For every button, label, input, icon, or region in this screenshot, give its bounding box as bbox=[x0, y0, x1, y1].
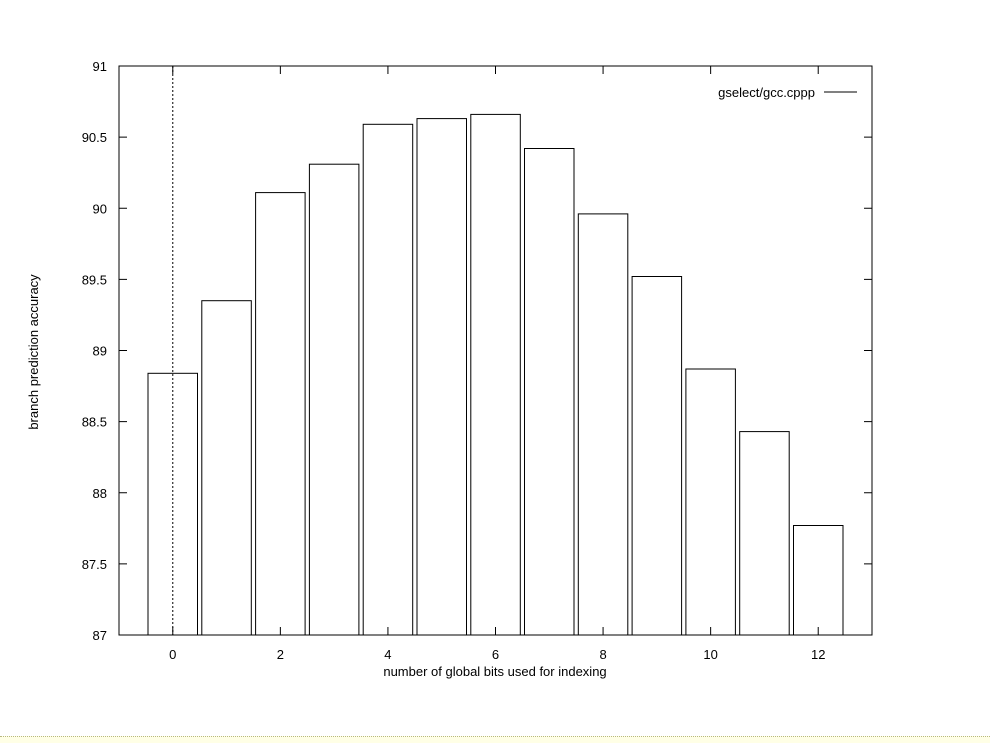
x-tick-label: 8 bbox=[599, 647, 606, 662]
x-tick-label: 0 bbox=[169, 647, 176, 662]
y-tick-label: 87 bbox=[93, 628, 107, 643]
x-axis-label: number of global bits used for indexing bbox=[383, 664, 606, 679]
bar-12 bbox=[793, 525, 844, 636]
plot-area bbox=[118, 65, 873, 636]
x-tick-label: 6 bbox=[492, 647, 499, 662]
bar-3 bbox=[308, 163, 360, 636]
x-tick-label: 4 bbox=[384, 647, 391, 662]
y-tick-label: 88 bbox=[93, 486, 107, 501]
y-axis-label: branch prediction accuracy bbox=[26, 274, 41, 430]
bar-7 bbox=[524, 148, 575, 636]
bar-8 bbox=[577, 213, 629, 636]
x-tick-label: 2 bbox=[277, 647, 284, 662]
y-tick-label: 89.5 bbox=[82, 272, 107, 287]
bar-11 bbox=[739, 431, 790, 636]
bar-5 bbox=[416, 118, 467, 636]
y-axis: 87 87.5 88 88.5 89 89.5 90 90.5 91 bbox=[82, 59, 872, 643]
y-tick-label: 90.5 bbox=[82, 130, 107, 145]
x-axis: 0 2 4 6 8 10 12 bbox=[169, 66, 825, 662]
x-tick-label: 12 bbox=[811, 647, 825, 662]
y-tick-label: 87.5 bbox=[82, 557, 107, 572]
legend-label: gselect/gcc.cppp bbox=[718, 85, 815, 100]
legend: gselect/gcc.cppp bbox=[718, 85, 857, 100]
bar-4 bbox=[362, 123, 414, 636]
y-tick-label: 90 bbox=[93, 201, 107, 216]
bar-2 bbox=[255, 192, 306, 636]
y-tick-label: 88.5 bbox=[82, 415, 107, 430]
bar-9 bbox=[631, 276, 683, 636]
bar-10 bbox=[685, 368, 736, 636]
y-tick-label: 91 bbox=[93, 59, 107, 74]
x-tick-label: 10 bbox=[703, 647, 717, 662]
y-tick-label: 89 bbox=[93, 344, 107, 359]
bar-6 bbox=[470, 113, 521, 636]
bar-1 bbox=[201, 300, 252, 636]
bottom-strip bbox=[0, 736, 990, 743]
